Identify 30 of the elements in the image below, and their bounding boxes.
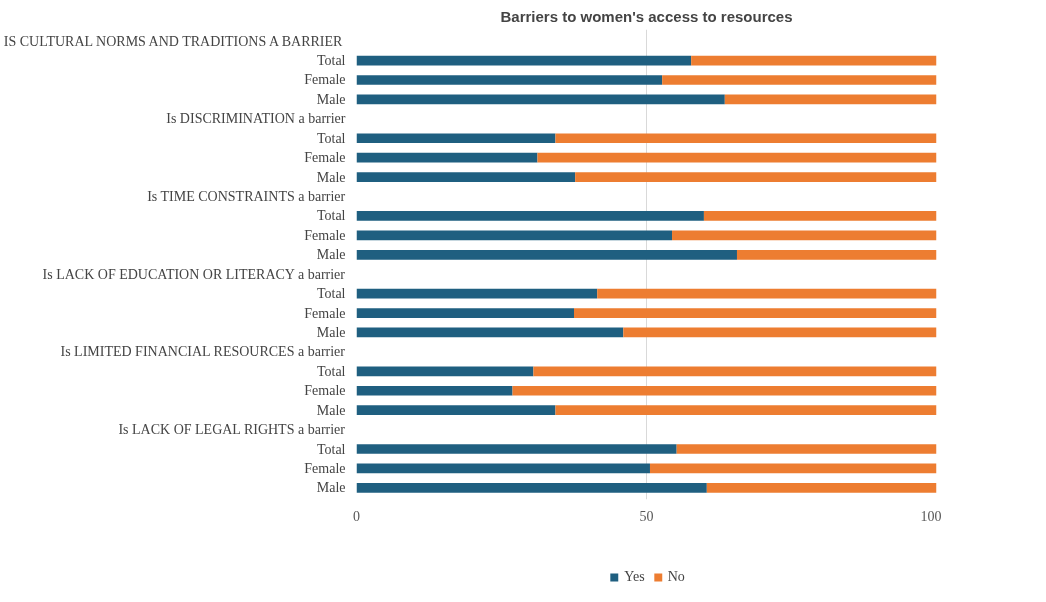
y-tick-label: Female [304,227,346,243]
y-tick-label: Total [316,286,346,302]
y-tick-label: Female [304,150,346,166]
y-tick-label: Female [304,383,346,399]
y-tick-label: Is DISCRIMINATION a barrier [166,111,346,127]
y-tick-label: Total [316,441,346,457]
legend-label: No [667,568,686,585]
chart-title: Barriers to women's access to resources [500,7,793,25]
y-tick-label: Female [304,460,346,476]
x-tick-label: 100 [920,508,942,524]
y-tick-label: Total [316,53,346,69]
y-tick-label: IS CULTURAL NORMS AND TRADITIONS A BARRIER [3,33,344,49]
y-tick-label: Male [316,247,346,263]
y-tick-label: Male [316,402,346,418]
y-tick-label: Male [316,480,346,496]
y-tick-label: Is TIME CONSTRAINTS a barrier [147,189,346,205]
x-tick-label: 50 [639,508,654,524]
y-tick-label: Total [316,130,346,146]
y-tick-label: Total [316,363,346,379]
y-tick-label: Is LACK OF EDUCATION OR LITERACY a barrier [42,266,346,282]
y-tick-label: Total [316,208,346,224]
x-tick-label: 0 [353,508,360,524]
y-tick-label: Male [316,169,346,185]
y-tick-label: Female [304,305,346,321]
y-tick-label: Is LACK OF LEGAL RIGHTS a barrier [118,422,346,438]
y-tick-label: Female [304,72,346,88]
y-tick-label: Male [316,324,346,340]
y-tick-label: Male [316,91,346,107]
legend-label: Yes [624,568,645,585]
y-tick-label: Is LIMITED FINANCIAL RESOURCES a barrier [60,344,346,360]
